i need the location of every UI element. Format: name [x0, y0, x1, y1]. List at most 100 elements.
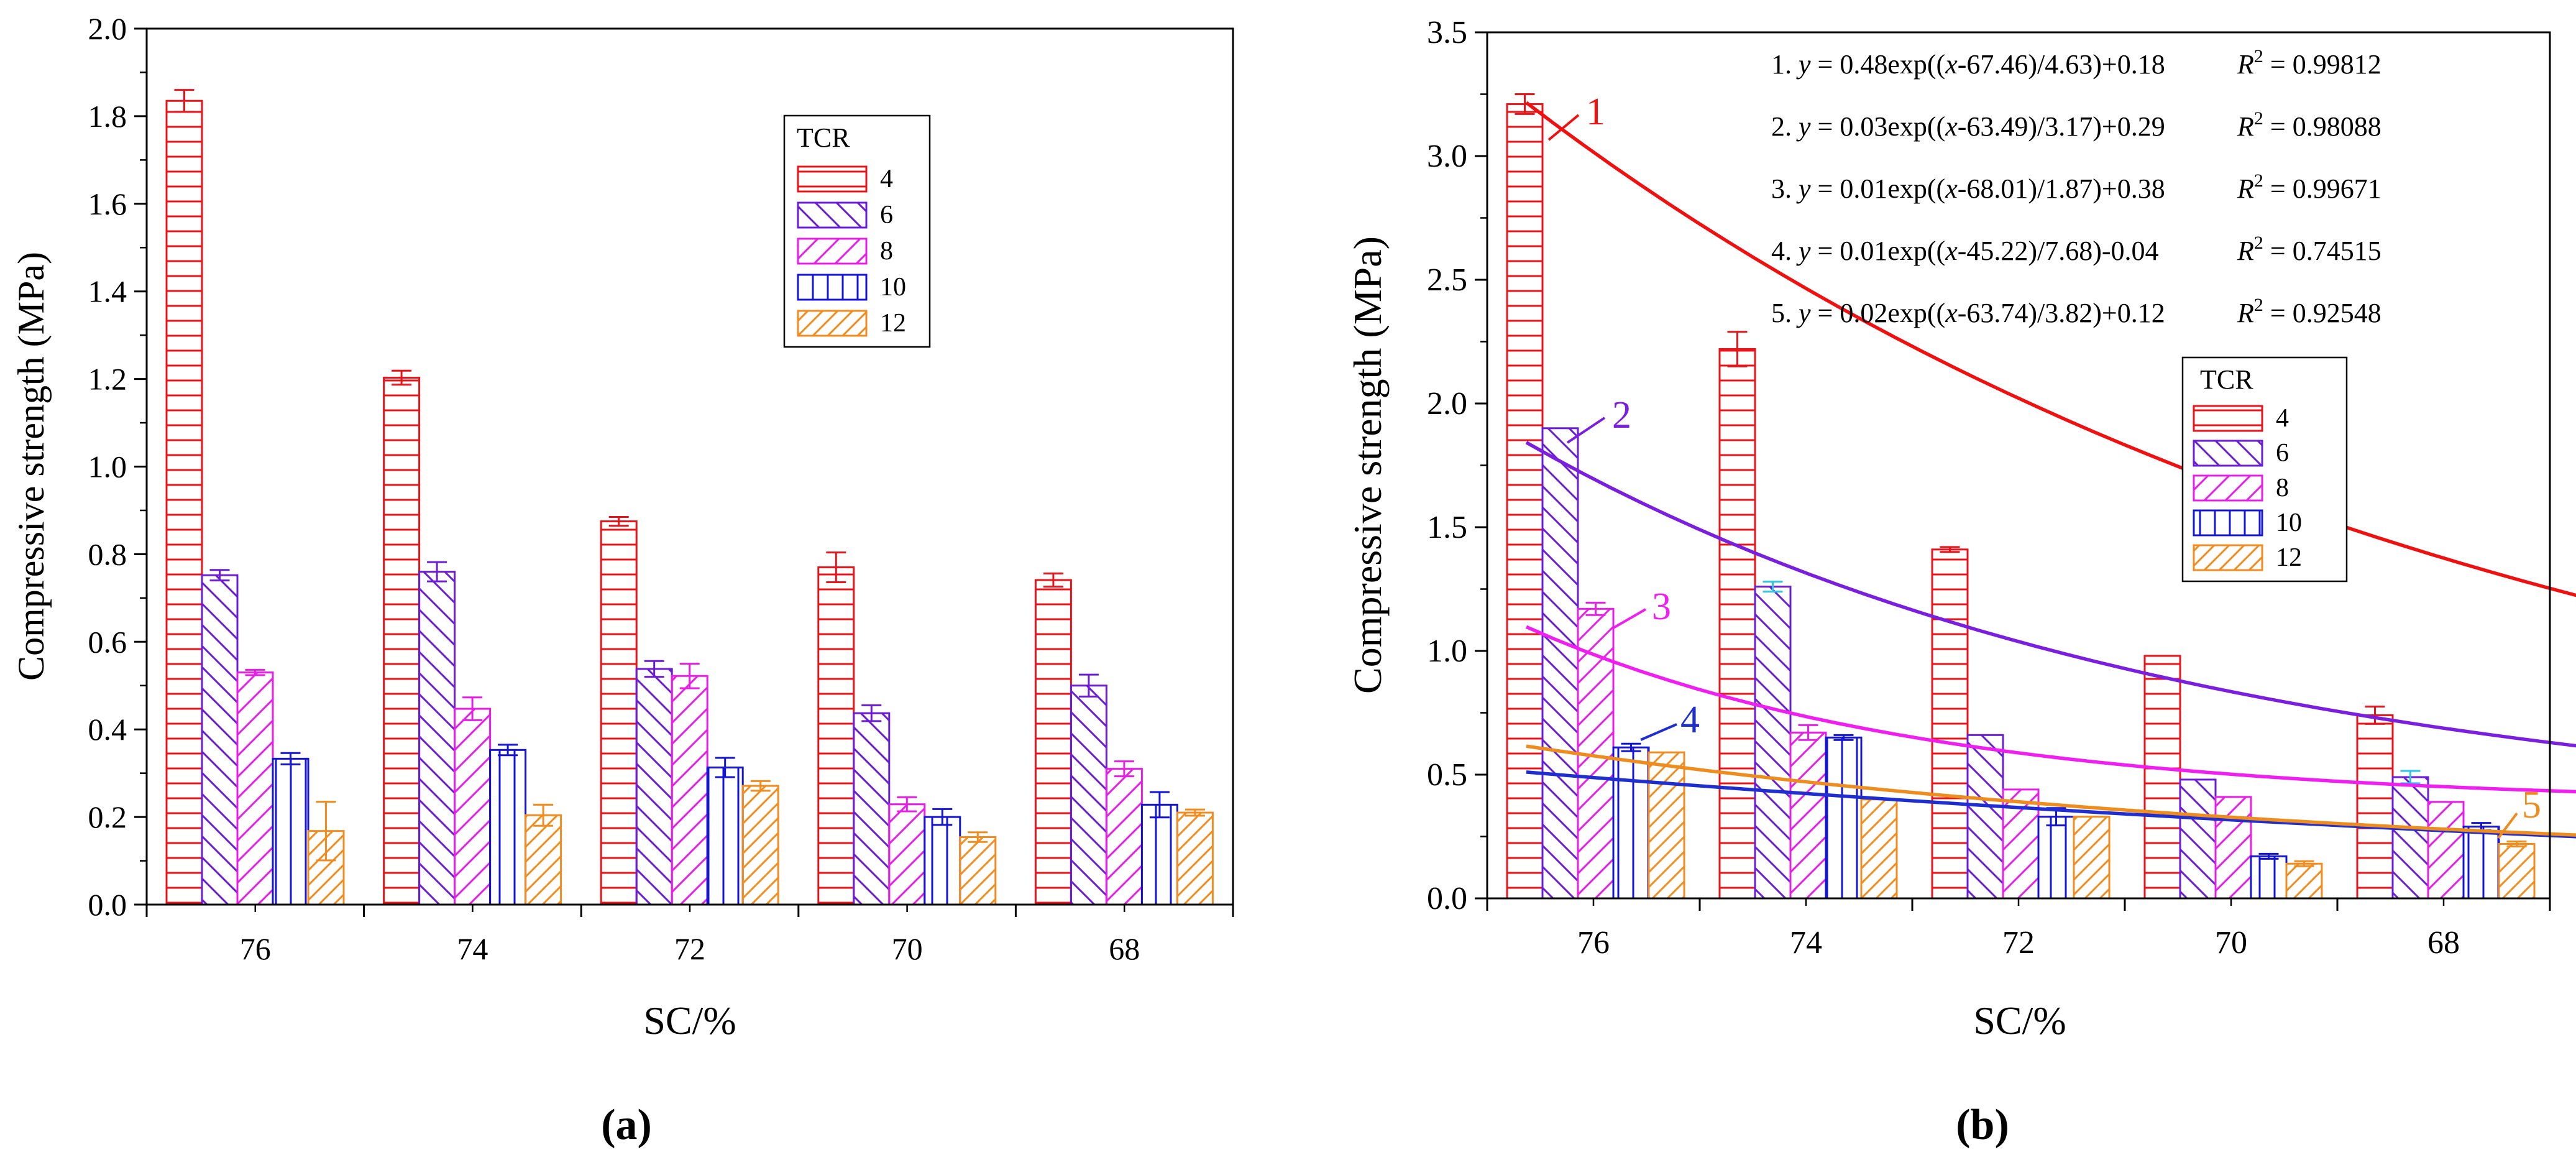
- panel-a-legend: TCR 4 6 8 10 12: [783, 114, 931, 348]
- pb-fit-curve-2: [1525, 441, 2576, 748]
- pb-r-squared-value: = 0.99812: [2263, 49, 2381, 80]
- pb-equation-part: 2.: [1771, 111, 1799, 142]
- pb-legend-label: 12: [2276, 543, 2302, 572]
- pa-bar-tcr-4: [165, 99, 203, 906]
- panel-b-x-axis-label: SC/%: [1973, 998, 2066, 1043]
- pb-equation-part: y: [1796, 173, 1811, 204]
- panel-b-legend-title: TCR: [2200, 364, 2253, 395]
- pb-equation-part: -68.01)/1.87)+0.38: [1958, 173, 2165, 204]
- pb-legend-swatch-6: [2193, 440, 2263, 467]
- pb-x-tick-label: 72: [2002, 925, 2035, 961]
- pb-y-tick-label: 0.5: [1427, 757, 1467, 793]
- pb-equation-part: x: [1945, 236, 1958, 266]
- pa-x-tick-label: 74: [457, 931, 488, 966]
- pa-x-tick-label: 72: [674, 931, 705, 966]
- pa-bar-tcr-4: [1034, 579, 1072, 906]
- pb-bar-tcr-10: [1612, 746, 1650, 900]
- panel-a-x-ticks: 76 74 72 70 68: [145, 905, 1234, 966]
- panel-b: 0.00.51.01.52.02.53.03.5 76 74 72 70 68 Comp…: [1345, 15, 2576, 1149]
- pb-bar-tcr-4: [2356, 714, 2394, 900]
- pa-y-tick-label: 0.2: [88, 800, 127, 834]
- pb-bar-tcr-10: [1825, 736, 1863, 900]
- pb-x-tick-label: 68: [2427, 925, 2460, 961]
- pb-equation-part: -45.22)/7.68)-0.04: [1958, 236, 2159, 266]
- pb-equation-part: x: [1945, 111, 1958, 142]
- pb-bar-tcr-6: [1966, 734, 2004, 900]
- pb-bar-tcr-8: [2427, 801, 2465, 900]
- pb-bar-tcr-12: [1860, 798, 1898, 900]
- panel-a-legend-items: 4 6 8 10 12: [797, 165, 906, 338]
- panel-b-fit-curves: [1525, 101, 2576, 839]
- pb-bar-tcr-10: [2462, 826, 2500, 900]
- panel-b-error-bars: [1515, 93, 2527, 867]
- pa-legend-label: 10: [880, 273, 906, 302]
- pb-equation-r2-1: R2 = 0.99812: [2237, 46, 2381, 80]
- pa-y-tick-label: 0.4: [88, 712, 127, 747]
- pa-x-tick-label: 68: [1109, 931, 1140, 966]
- pb-fit-curve-1: [1525, 101, 2576, 597]
- pb-r-squared-exponent: 2: [2254, 46, 2263, 67]
- pa-legend-label: 8: [880, 237, 893, 265]
- pa-bar-tcr-10: [924, 816, 961, 906]
- panel-b-legend-box: [2181, 356, 2348, 583]
- pb-y-tick-label: 3.0: [1427, 139, 1467, 174]
- pb-curve-pointer-5: [2497, 812, 2518, 839]
- pb-r-symbol: R: [2237, 236, 2254, 266]
- pa-legend-label: 12: [880, 309, 906, 338]
- pb-bar-tcr-12: [2285, 862, 2323, 900]
- pb-equation-part: = 0.03exp((: [1811, 111, 1946, 142]
- pb-r-squared-exponent: 2: [2254, 233, 2263, 253]
- pb-curve-label-5: 5: [2522, 784, 2541, 826]
- pb-bar-tcr-8: [1789, 731, 1827, 900]
- pa-legend-swatch-4: [797, 165, 868, 193]
- pb-r-squared-value: = 0.98088: [2263, 111, 2381, 142]
- pb-equation-r2-5: R2 = 0.92548: [2237, 295, 2381, 328]
- panel-b-x-ticks: 76 74 72 70 68: [1486, 898, 2551, 961]
- pa-bar-tcr-4: [817, 566, 855, 906]
- pb-equation-part: 3.: [1771, 173, 1799, 204]
- pb-equation-part: x: [1945, 298, 1958, 328]
- pb-equation-part: = 0.02exp((: [1811, 298, 1946, 328]
- pb-r-squared-value: = 0.99671: [2263, 173, 2381, 204]
- pb-legend-label: 10: [2276, 509, 2302, 537]
- pa-y-tick-label: 1.0: [88, 449, 127, 484]
- panel-b-bars: [1506, 103, 2536, 900]
- pb-bar-tcr-10: [2250, 855, 2288, 900]
- pb-legend-swatch-10: [2193, 509, 2263, 537]
- pb-equation-part: = 0.01exp((: [1811, 173, 1946, 204]
- pb-r-symbol: R: [2237, 111, 2254, 142]
- pa-x-tick-label: 76: [240, 931, 271, 966]
- pb-bar-tcr-4: [1506, 103, 1544, 900]
- pb-bar-tcr-10: [2037, 816, 2075, 900]
- pb-curve-pointer-1: [1547, 114, 1580, 141]
- pa-bar-tcr-12: [959, 836, 997, 906]
- panel-a-legend-title: TCR: [797, 122, 850, 153]
- pa-bar-tcr-10: [1140, 803, 1178, 906]
- pb-r-symbol: R: [2237, 173, 2254, 204]
- pb-equation-part: 5.: [1771, 298, 1799, 328]
- pb-bar-tcr-8: [2214, 796, 2252, 900]
- pb-y-tick-label: 3.5: [1427, 15, 1467, 50]
- pb-y-tick-label: 1.0: [1427, 634, 1467, 669]
- panel-a: 0.0 0.2 0.4 0.6 0.8 1.0 1.2 1.4 1.6 1.8 2.0 76 74 72…: [11, 11, 1234, 1149]
- pb-legend-label: 8: [2276, 474, 2289, 502]
- pb-y-tick-label: 2.0: [1427, 386, 1467, 422]
- pb-bar-tcr-4: [2143, 655, 2181, 900]
- pb-bar-tcr-12: [2073, 816, 2111, 900]
- pb-legend-label: 6: [2276, 439, 2289, 468]
- pb-r-squared-value: = 0.92548: [2263, 298, 2381, 328]
- pb-curve-pointer-2: [1566, 417, 1606, 444]
- pb-r-symbol: R: [2237, 49, 2254, 80]
- pb-fit-curve-5: [1526, 744, 2576, 837]
- pa-x-tick-label: 70: [892, 931, 923, 966]
- pa-bar-tcr-6: [201, 574, 239, 906]
- pb-curve-pointer-4: [1640, 723, 1677, 741]
- pb-x-tick-label: 76: [1577, 925, 1610, 961]
- pb-curve-label-2: 2: [1612, 394, 1631, 436]
- pb-legend-swatch-4: [2193, 405, 2263, 432]
- pa-bar-tcr-6: [418, 571, 456, 906]
- pb-curve-label-3: 3: [1652, 586, 1671, 628]
- pa-bar-tcr-6: [853, 712, 891, 906]
- panel-a-x-axis-label: SC/%: [643, 998, 736, 1043]
- pb-equation-r2-2: R2 = 0.98088: [2237, 108, 2381, 142]
